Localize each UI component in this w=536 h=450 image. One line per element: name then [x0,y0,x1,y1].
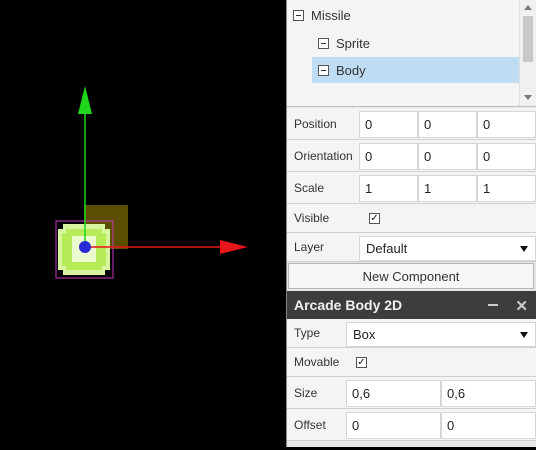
size-y-input[interactable]: 0,6 [441,380,536,407]
size-label: Size [294,385,318,400]
offset-row: Offset 0 0 [287,409,536,441]
tree-item-label: Missile [311,7,351,23]
check-icon: ✓ [357,357,366,368]
scale-y-input[interactable]: 1 [418,175,477,202]
check-icon: ✓ [370,213,379,224]
tree-item-missile[interactable]: Missile [293,2,513,28]
tree-item-body[interactable]: Body [312,57,520,83]
offset-x-input[interactable]: 0 [346,412,441,439]
type-select-value: Box [353,327,376,342]
gizmo-center-handle[interactable] [79,241,91,253]
size-row: Size 0,6 0,6 [287,377,536,409]
layer-row: Layer Default [287,233,536,262]
minimize-icon[interactable] [488,304,498,306]
scale-x-input[interactable]: 1 [359,175,418,202]
orientation-z-input[interactable]: 0 [477,143,536,170]
position-z-input[interactable]: 0 [477,111,536,138]
size-x-input[interactable]: 0,6 [346,380,441,407]
movable-row: Movable ✓ [287,348,536,377]
missile-sprite[interactable] [55,220,114,279]
scene-viewport[interactable] [0,0,286,447]
transform-gizmo[interactable] [78,86,248,254]
layer-select[interactable]: Default [359,236,536,261]
scale-label: Scale [294,180,325,195]
scale-z-input[interactable]: 1 [477,175,536,202]
position-x-input[interactable]: 0 [359,111,418,138]
orientation-x-input[interactable]: 0 [359,143,418,170]
scroll-down-icon[interactable] [524,95,532,100]
scroll-up-icon[interactable] [524,5,532,10]
new-component-button[interactable]: New Component [288,263,534,289]
x-axis-arrow-icon[interactable] [220,240,248,254]
offset-label: Offset [294,417,326,432]
hierarchy-tree: Missile Sprite Body [287,0,536,107]
scale-row: Scale 1 1 1 [287,172,536,204]
caret-down-icon [520,332,528,338]
type-select[interactable]: Box [346,322,536,347]
collapse-icon[interactable] [318,37,329,49]
component-header[interactable]: Arcade Body 2D ✕ [287,291,536,319]
component-title: Arcade Body 2D [294,297,403,313]
close-icon[interactable]: ✕ [515,298,528,315]
visible-label: Visible [294,211,330,225]
y-axis-arrow-icon[interactable] [78,86,92,114]
movable-label: Movable [294,355,340,369]
visible-checkbox[interactable]: ✓ [369,213,380,224]
orientation-label: Orientation [294,148,353,163]
position-label: Position [294,116,337,131]
tree-item-sprite[interactable]: Sprite [318,30,513,56]
caret-down-icon [520,246,528,252]
collapse-icon[interactable] [293,9,304,21]
tree-scrollbar[interactable] [519,0,536,106]
visible-row: Visible ✓ [287,204,536,233]
layer-label: Layer [294,240,325,254]
offset-y-input[interactable]: 0 [441,412,536,439]
inspector-panel: Missile Sprite Body Position 0 0 0 Orien… [286,0,536,447]
position-row: Position 0 0 0 [287,108,536,140]
scene-canvas[interactable] [0,0,286,447]
orientation-row: Orientation 0 0 0 [287,140,536,172]
collapse-icon[interactable] [318,64,329,76]
layer-select-value: Default [366,241,408,256]
type-label: Type [294,326,321,340]
tree-item-label: Body [336,62,366,78]
position-y-input[interactable]: 0 [418,111,477,138]
type-row: Type Box [287,319,536,348]
tree-item-label: Sprite [336,35,370,51]
orientation-y-input[interactable]: 0 [418,143,477,170]
scroll-thumb[interactable] [523,16,533,62]
movable-checkbox[interactable]: ✓ [356,357,367,368]
